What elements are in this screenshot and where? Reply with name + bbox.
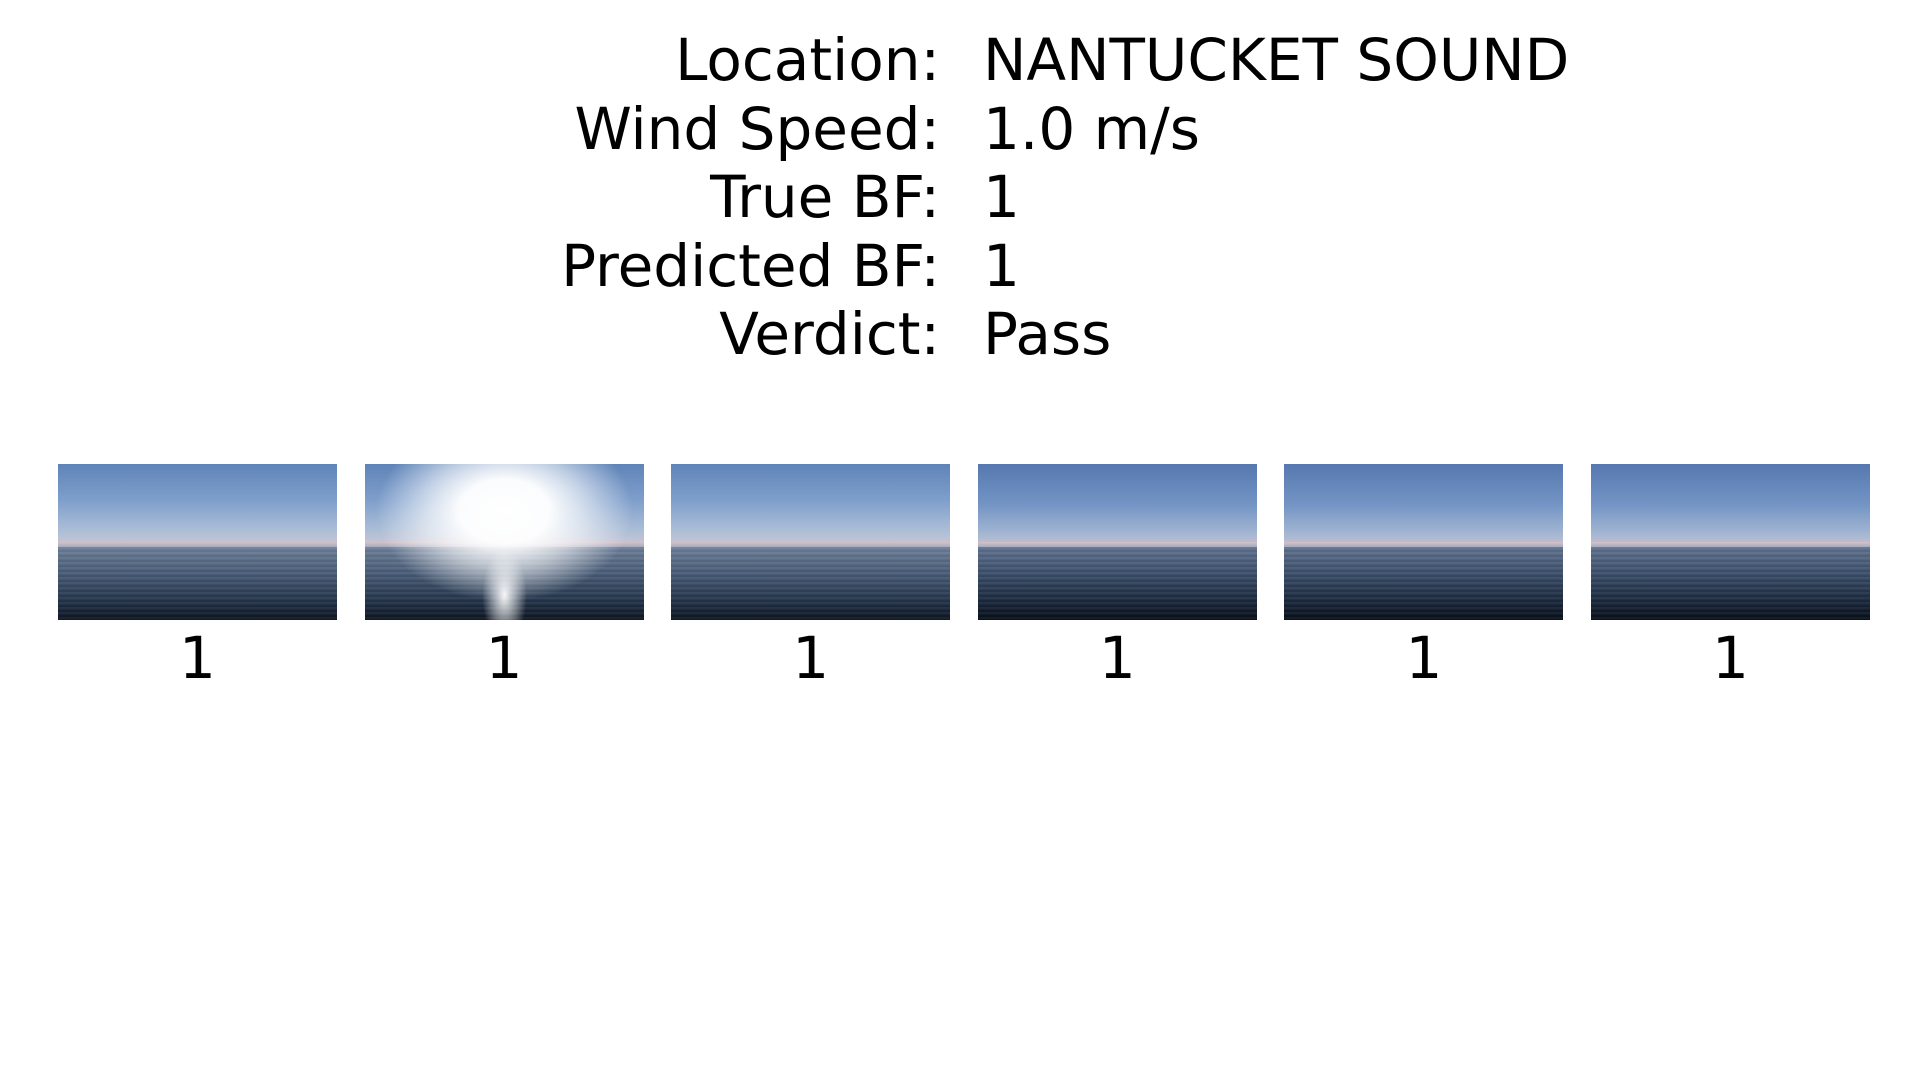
frame-strip: 1 1 1 1 1 1 [58,464,1870,704]
predicted-bf-label: Predicted BF: [561,232,940,301]
frame-2-label: 1 [365,620,644,696]
sea-image-1 [58,464,337,620]
verdict-label: Verdict: [719,300,940,369]
sea-image-6 [1591,464,1870,620]
sea-image-3 [671,464,950,620]
frame-6-label: 1 [1591,620,1870,696]
predicted-bf-value: 1 [983,232,1020,301]
location-value: NANTUCKET SOUND [983,26,1569,95]
frame-1: 1 [58,464,337,620]
frame-1-label: 1 [58,620,337,696]
frame-4-label: 1 [978,620,1257,696]
true-bf-value: 1 [983,163,1020,232]
true-bf-row: True BF: 1 [0,163,1920,232]
frame-3-label: 1 [671,620,950,696]
frame-4: 1 [978,464,1257,620]
frame-6: 1 [1591,464,1870,620]
info-panel: Location: NANTUCKET SOUND Wind Speed: 1.… [0,26,1920,369]
verdict-row: Verdict: Pass [0,300,1920,369]
sea-image-2 [365,464,644,620]
frame-2: 1 [365,464,644,620]
verdict-value: Pass [983,300,1111,369]
frame-5: 1 [1284,464,1563,620]
sea-image-5 [1284,464,1563,620]
predicted-bf-row: Predicted BF: 1 [0,232,1920,301]
frame-5-label: 1 [1284,620,1563,696]
wind-speed-value: 1.0 m/s [983,95,1200,164]
true-bf-label: True BF: [710,163,940,232]
location-label: Location: [675,26,940,95]
wind-speed-row: Wind Speed: 1.0 m/s [0,95,1920,164]
frame-3: 1 [671,464,950,620]
sea-image-4 [978,464,1257,620]
wind-speed-label: Wind Speed: [574,95,940,164]
location-row: Location: NANTUCKET SOUND [0,26,1920,95]
